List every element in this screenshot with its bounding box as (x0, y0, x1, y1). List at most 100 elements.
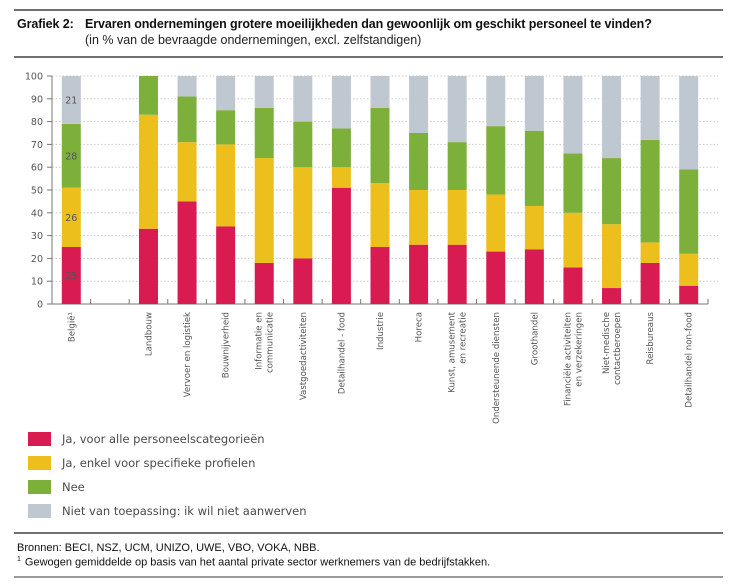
category-label-line: Detailhandel non-food (685, 312, 695, 408)
category-label-line: Detailhandel - food (337, 312, 347, 394)
bar-segment (524, 76, 544, 131)
figure-number: Grafiek 2: (17, 17, 74, 31)
bar-segment (331, 76, 351, 129)
bar-segment (216, 110, 236, 145)
category-label: Detailhandel non-food (685, 312, 695, 408)
category-label-line: Groothandel (530, 312, 540, 365)
category-label: Vervoer en logistiek (183, 312, 193, 397)
bar-segment (640, 242, 660, 263)
bar-segment (138, 228, 158, 304)
footnote-text: Gewogen gemiddelde op basis van het aant… (24, 556, 491, 569)
category-label-line: Vastgoedactiviteiten (299, 312, 309, 400)
bar-segment (216, 76, 236, 111)
data-label: 28 (65, 151, 77, 162)
bar-segment (602, 158, 622, 225)
legend-item: Nee (28, 475, 307, 499)
legend-swatch (28, 432, 51, 446)
bar-segment (331, 187, 351, 304)
bars (61, 76, 699, 304)
bar-segment (61, 187, 81, 247)
legend-label: Ja, voor alle personeelscategorieën (62, 432, 265, 446)
bar-segment (447, 244, 467, 304)
bar-segment (524, 130, 544, 206)
bar-segment (563, 153, 583, 213)
category-label-line: communicatie (266, 312, 276, 373)
bar-segment (679, 76, 699, 170)
bar-segment (138, 76, 158, 115)
data-labels: 25 26 28 21 (65, 95, 77, 282)
data-label: 21 (65, 95, 77, 106)
bar-segment (409, 190, 429, 245)
bar-segment (293, 76, 313, 122)
category-label-line: Horeca (415, 312, 425, 342)
header-rule (14, 56, 723, 58)
bar-segment (177, 96, 197, 143)
y-tick-label: 60 (31, 163, 43, 174)
bar-segment (216, 226, 236, 304)
bar-segment (293, 167, 313, 259)
bar-segment (524, 205, 544, 250)
data-label: 26 (65, 213, 77, 224)
category-label: Landbouw (144, 312, 154, 356)
bar-segment (254, 158, 274, 263)
category-label-line: Kunst, amusement (448, 311, 458, 392)
category-label: Reisbureaus (646, 311, 656, 364)
bar-segment (293, 121, 313, 168)
y-axis: 0 10 20 30 40 50 60 70 80 90 100 (25, 72, 53, 311)
legend-item: Ja, voor alle personeelscategorieën (28, 427, 307, 451)
y-tick-label: 20 (31, 254, 43, 265)
sources-rule (14, 532, 723, 534)
category-label: Ondersteunende diensten (492, 312, 502, 424)
bar-segment (216, 144, 236, 227)
category-label-line: Informatie en (255, 312, 265, 370)
category-label-line: Niet-medische (602, 312, 612, 374)
bar-segment (370, 247, 390, 304)
category-label: Informatie en communicatie (255, 312, 276, 373)
y-tick-label: 0 (37, 300, 43, 311)
bar-segment (138, 114, 158, 229)
legend-item: Niet van toepassing: ik wil niet aanwerv… (28, 499, 307, 523)
legend-label: Niet van toepassing: ik wil niet aanwerv… (62, 504, 307, 518)
legend-label: Ja, enkel voor specifieke profielen (62, 456, 256, 470)
category-label-line: Industrie (376, 312, 386, 350)
category-label-line: en verzekeringen (574, 312, 584, 387)
legend-item: Ja, enkel voor specifieke profielen (28, 451, 307, 475)
legend: Ja, voor alle personeelscategorieën Ja, e… (28, 427, 307, 523)
bar-segment (679, 169, 699, 254)
bar-segment (524, 249, 544, 304)
bar-segment (331, 167, 351, 188)
y-tick-label: 80 (31, 117, 43, 128)
category-label: Financiële activiteiten en verzekeringen (563, 312, 584, 406)
category-label: Niet-medische contactberoepen (602, 312, 623, 385)
bar-segment (679, 285, 699, 304)
legend-swatch (28, 480, 51, 494)
bar-segment (293, 258, 313, 304)
bar-segment (370, 183, 390, 247)
bar-segment (61, 76, 81, 124)
top-rule (14, 9, 723, 11)
bar-segment (602, 76, 622, 159)
bar-segment (370, 76, 390, 108)
bar-segment (563, 212, 583, 268)
chart-subtitle: (in % van de bevraagde ondernemingen, ex… (85, 33, 422, 47)
chart-title: Grafiek 2: Ervaren ondernemingen grotere … (17, 17, 652, 31)
bar-segment (254, 76, 274, 108)
stacked-bar-chart: 0 10 20 30 40 50 60 70 80 90 100 25 26 28 21 België¹ L… (25, 72, 718, 424)
category-label-line: en recreatie (459, 312, 469, 364)
bar-segment (447, 142, 467, 190)
bar-segment (177, 201, 197, 304)
y-tick-label: 70 (31, 140, 43, 151)
category-label-line: België¹ (67, 312, 77, 342)
bar-segment (409, 133, 429, 190)
bar-segment (486, 76, 506, 127)
category-label-line: Financiële activiteiten (563, 312, 573, 406)
title-text: Ervaren ondernemingen grotere moeilijkhe… (85, 17, 652, 31)
bar-segment (640, 262, 660, 304)
category-label-line: Bouwnijverheid (222, 312, 232, 378)
category-label: Bouwnijverheid (222, 312, 232, 378)
category-label-line: Reisbureaus (646, 311, 656, 364)
category-label: Horeca (415, 312, 425, 342)
bar-segment (486, 194, 506, 252)
bar-segment (486, 251, 506, 304)
legend-label: Nee (62, 480, 85, 494)
